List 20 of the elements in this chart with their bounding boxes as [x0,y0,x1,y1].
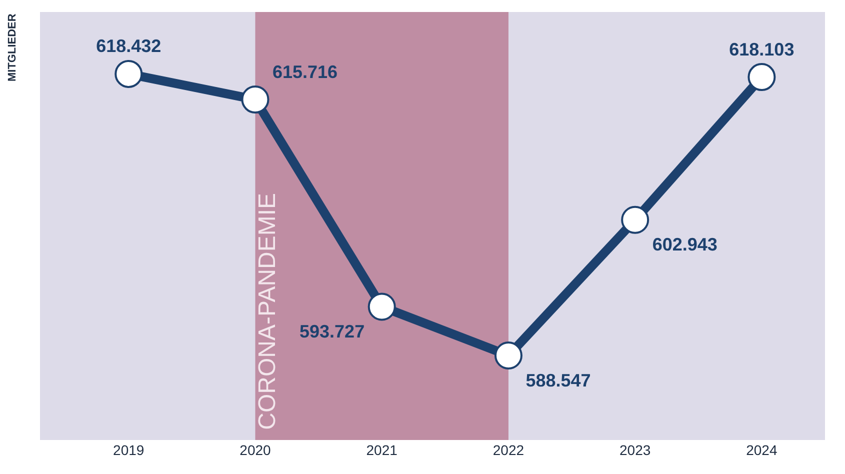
point [114,60,143,88]
x-tick-label: 2022 [492,442,524,458]
x-tick-label: 2020 [240,442,272,458]
point [368,292,396,321]
x-tick-label: 2021 [366,442,398,458]
point [748,63,776,92]
x-tick-label: 2019 [113,442,144,458]
y-axis-title: MITGLIEDER [6,14,19,82]
data-label: 588.547 [526,370,591,390]
point [241,86,270,114]
x-tick-label: 2024 [746,442,778,458]
data-label: 602.943 [652,234,718,255]
point [621,206,650,234]
data-label: 618.103 [729,39,794,60]
data-label: 618.432 [96,36,162,56]
point [494,342,522,370]
x-tick-label: 2023 [620,442,651,458]
band-label: CORONA-PANDEMIE [254,192,281,430]
data-label: 615.716 [272,62,338,82]
data-label: 593.727 [300,321,365,342]
